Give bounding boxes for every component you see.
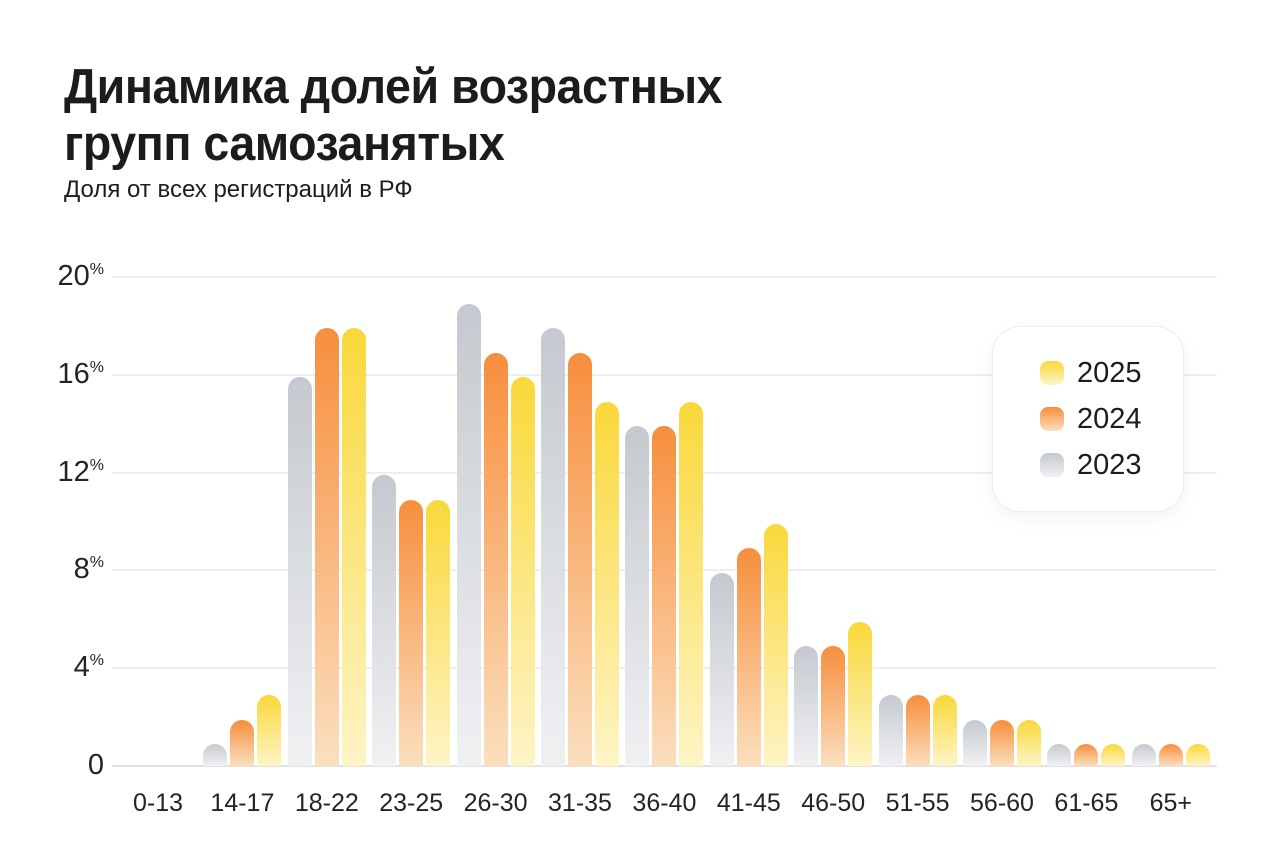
legend-item-2024: 2024: [1040, 403, 1183, 436]
bar-2025-56-60: [1017, 719, 1041, 766]
legend-swatch-2025: [1040, 361, 1064, 385]
y-tick-label-20: 20%: [57, 259, 105, 292]
x-tick-label-26-30: 26-30: [463, 789, 528, 817]
legend-swatch-2023: [1040, 453, 1064, 477]
bar-group-61-65: [1047, 744, 1126, 766]
y-tick-label-4: 4%: [73, 651, 104, 684]
x-tick-label-61-65: 61-65: [1054, 789, 1119, 817]
y-tick-label-8: 8%: [73, 553, 104, 586]
bar-group-65+: [1131, 744, 1210, 766]
bar-2023-14-17: [203, 744, 228, 766]
bar-2024-26-30: [483, 352, 508, 766]
legend-label-2023: 2023: [1077, 448, 1142, 481]
bar-2024-36-40: [652, 426, 677, 766]
bar-group-46-50: [794, 621, 873, 766]
bar-group-31-35: [541, 328, 619, 766]
percent-sign: %: [89, 554, 104, 572]
bar-2024-51-55: [905, 695, 930, 766]
bar-2023-31-35: [541, 328, 565, 766]
chart-subtitle: Доля от всех регистраций в РФ: [64, 176, 413, 203]
bar-2023-18-22: [287, 377, 312, 766]
bar-2024-56-60: [990, 719, 1014, 766]
x-tick-label-46-50: 46-50: [801, 789, 866, 817]
bar-2025-65+: [1185, 744, 1210, 766]
plot-area: 0-13 14-17 18-22 23-25 26-30 31-35 36-40 41-45 4…: [112, 276, 1217, 817]
bar-2025-51-55: [932, 695, 957, 766]
y-tick-label-16: 16%: [57, 357, 105, 390]
x-tick-label-36-40: 36-40: [632, 789, 697, 817]
bar-2023-46-50: [794, 646, 819, 766]
bar-group-18-22: [287, 328, 366, 766]
x-tick-label-56-60: 56-60: [970, 789, 1034, 817]
legend-swatch-2024: [1040, 407, 1064, 431]
x-tick-label-18-22: 18-22: [294, 789, 359, 817]
x-tick-label-23-25: 23-25: [379, 789, 444, 817]
legend: 2025 2024 2023: [992, 326, 1184, 512]
x-tick-label-51-55: 51-55: [885, 789, 950, 817]
bar-2025-14-17: [257, 695, 282, 766]
percent-sign: %: [89, 261, 104, 279]
bar-2024-14-17: [230, 719, 255, 766]
bar-2023-23-25: [372, 475, 397, 766]
percent-sign: %: [89, 358, 104, 376]
bar-2024-46-50: [821, 646, 846, 766]
bar-2023-56-60: [963, 719, 987, 766]
bar-2025-31-35: [595, 401, 619, 766]
legend-item-2023: 2023: [1040, 449, 1183, 482]
bar-group-41-45: [709, 523, 788, 766]
bar-2025-61-65: [1101, 744, 1126, 766]
bar-2025-26-30: [510, 377, 535, 766]
percent-sign: %: [89, 456, 104, 474]
bar-group-36-40: [625, 401, 704, 766]
bar-2025-23-25: [426, 499, 451, 766]
bar-2025-41-45: [763, 523, 788, 766]
legend-item-2025: 2025: [1040, 357, 1183, 390]
y-tick-label-0: 0: [87, 748, 104, 781]
bar-2024-41-45: [736, 548, 761, 766]
bar-group-14-17: [203, 695, 282, 766]
gridline-16: [112, 373, 1217, 376]
bar-2023-65+: [1131, 744, 1156, 766]
bar-2023-51-55: [878, 695, 903, 766]
bar-2023-61-65: [1047, 744, 1072, 766]
x-tick-label-41-45: 41-45: [716, 789, 781, 817]
bar-2025-46-50: [848, 621, 873, 766]
bar-2023-26-30: [456, 303, 481, 766]
legend-label-2024: 2024: [1077, 402, 1142, 435]
bar-group-23-25: [372, 475, 451, 766]
bar-2024-31-35: [568, 352, 592, 766]
y-axis-labels: 0 4% 8% 12% 16% 20%: [0, 260, 105, 781]
bar-2024-18-22: [314, 328, 339, 766]
bar-2023-41-45: [709, 572, 734, 766]
bar-group-26-30: [456, 303, 535, 766]
zero-gridline: [112, 765, 1217, 767]
y-tick-label-12: 12%: [57, 455, 105, 488]
bar-2023-36-40: [625, 426, 650, 766]
bar-2025-18-22: [341, 328, 366, 766]
x-tick-label-65+: 65+: [1149, 789, 1193, 817]
chart-title: Динамика долей возрастных групп самозаня…: [64, 59, 723, 172]
x-tick-label-31-35: 31-35: [548, 789, 612, 817]
bar-2024-23-25: [399, 499, 424, 766]
bar-2024-65+: [1158, 744, 1183, 766]
bar-2024-61-65: [1074, 744, 1099, 766]
gridline-20: [112, 276, 1217, 278]
bar-2025-36-40: [679, 401, 704, 766]
bar-group-56-60: [963, 719, 1041, 766]
bar-group-51-55: [878, 695, 957, 766]
percent-sign: %: [89, 652, 104, 670]
x-tick-label-14-17: 14-17: [210, 789, 275, 817]
legend-label-2025: 2025: [1077, 356, 1142, 389]
x-tick-label-0-13: 0-13: [132, 789, 184, 817]
